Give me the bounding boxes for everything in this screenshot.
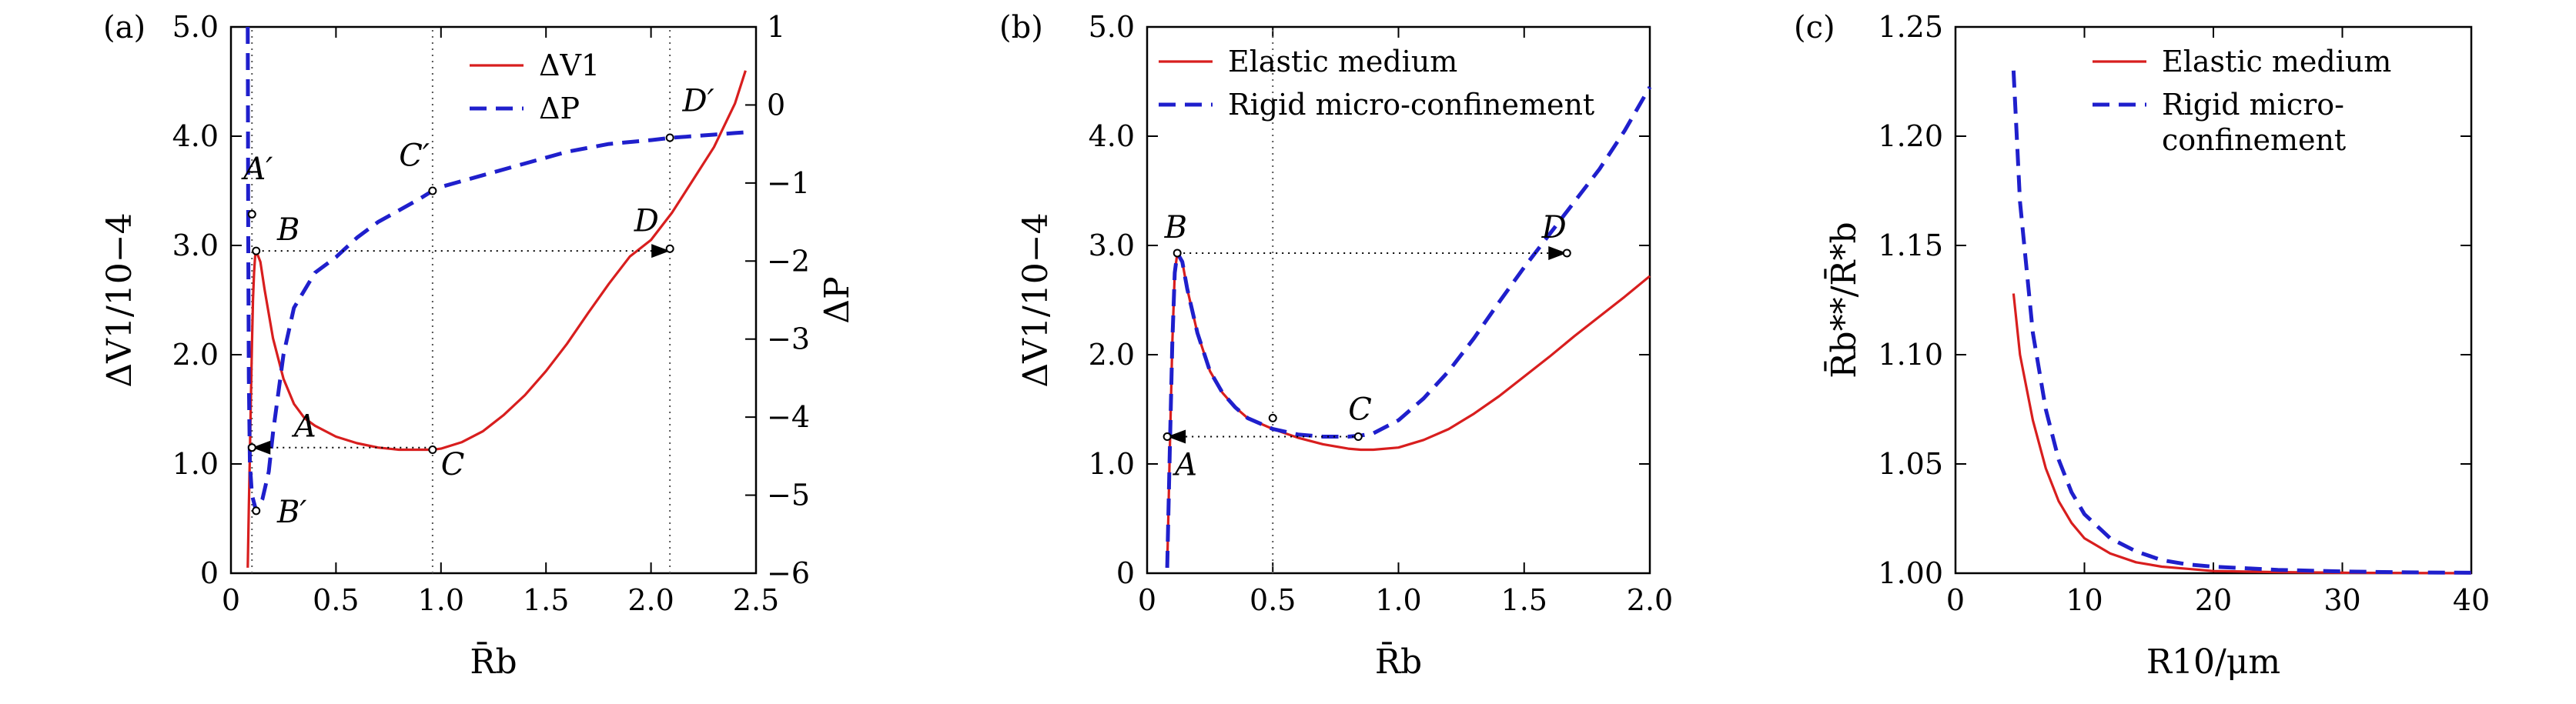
y-tick-label: 2.0 [172, 338, 219, 372]
legend-label: Rigid micro-confinement [1228, 88, 1594, 122]
point-label: B [276, 212, 299, 248]
x-tick-label: 0.5 [1250, 583, 1296, 617]
x-tick-label: 20 [2195, 583, 2232, 617]
arrowhead [1167, 429, 1186, 444]
x-tick-label: 0 [222, 583, 240, 617]
x-axis-label: R̄b [1375, 641, 1422, 682]
legend-label: confinement [2162, 123, 2346, 157]
marker-point [252, 246, 261, 255]
y2-tick-label: −3 [767, 322, 810, 356]
legend-label: Elastic medium [2162, 45, 2391, 78]
y-axis-label: ΔV1/10−4 [1016, 212, 1055, 387]
x-axis-label: R10/μm [2146, 642, 2280, 682]
arrowhead [651, 244, 671, 259]
x-tick-label: 30 [2323, 583, 2360, 617]
x-tick-label: 2.0 [627, 583, 674, 617]
point-label: A [291, 409, 316, 445]
legend-label: ΔV1 [539, 48, 600, 82]
plot-frame [229, 25, 758, 575]
y2-tick-label: 1 [767, 10, 785, 44]
x-tick-label: 1.5 [523, 583, 569, 617]
point-label: D′ [682, 84, 714, 119]
point-label: B′ [276, 495, 306, 530]
marker-point [665, 133, 674, 142]
point-label: C [441, 447, 465, 482]
x-tick-label: 2.5 [733, 583, 779, 617]
legend-label: Rigid micro- [2162, 88, 2344, 122]
series-line--v1 [246, 70, 747, 568]
y-tick-label: 4.0 [1089, 119, 1135, 153]
y-tick-label: 1.15 [1878, 229, 1943, 262]
y-tick-label: 3.0 [1089, 229, 1135, 262]
series-line-rigid-micro-confinement [2011, 70, 2472, 575]
y2-tick-label: −6 [767, 556, 810, 590]
y-tick-label: 1.10 [1878, 338, 1943, 372]
panel-b: (b) 0 0.5 1.0 1.5 2.0 0 1.0 2.0 3.0 4.0 5.0 R̄b ΔV1/1… [999, 10, 1673, 682]
y-tick-label: 0 [200, 556, 219, 590]
y-tick-label: 1.0 [172, 447, 219, 481]
legend-label: Elastic medium [1228, 45, 1457, 78]
y-tick-label: 0 [1116, 556, 1135, 590]
x-tick-label: 2.0 [1627, 583, 1673, 617]
y2-tick-label: −5 [767, 479, 810, 512]
y-tick-label: 1.05 [1878, 447, 1943, 481]
x-tick-label: 1.0 [418, 583, 464, 617]
marker-point [1163, 432, 1172, 441]
marker-point [428, 445, 437, 455]
point-label: D [634, 204, 659, 239]
panel-label: (b) [999, 10, 1043, 45]
y2-axis-label: ΔP [818, 276, 857, 323]
y-tick-label: 4.0 [172, 119, 219, 153]
marker-point [428, 186, 437, 195]
marker-point [1562, 249, 1571, 258]
series-line-rigid-micro-confinement [1165, 85, 1652, 568]
y2-tick-label: −4 [767, 400, 810, 434]
y2-tick-label: −2 [767, 244, 810, 278]
point-label: A [1172, 448, 1197, 483]
x-tick-label: 40 [2453, 583, 2490, 617]
x-tick-label: 0.5 [313, 583, 359, 617]
panel-label: (c) [1794, 10, 1835, 45]
panel-a: (a) 0 0.5 1.0 1.5 2.0 2.5 0 1.0 2.0 3.0 4.0 5.0 1 0 −1 −… [100, 10, 857, 682]
legend-label: ΔP [539, 92, 580, 125]
x-tick-label: 10 [2066, 583, 2103, 617]
point-label: C [1348, 392, 1372, 428]
y2-tick-label: −1 [767, 166, 810, 200]
series-line--p [246, 26, 746, 513]
y-axis-label: R̄b**/R̄*b [1823, 222, 1864, 378]
arrowhead [252, 440, 271, 455]
y-tick-label: 1.0 [1089, 447, 1135, 481]
marker-point [252, 506, 261, 515]
point-label: C′ [399, 138, 430, 174]
panel-label: (a) [103, 10, 146, 45]
marker-point [247, 209, 256, 219]
arrowhead [1548, 245, 1567, 260]
y-tick-label: 5.0 [172, 10, 219, 44]
marker-point [665, 244, 674, 253]
point-label: D [1541, 210, 1567, 245]
y-tick-label: 2.0 [1089, 338, 1135, 372]
x-tick-label: 0 [1138, 583, 1156, 617]
marker-point [1173, 249, 1182, 258]
y-axis-label: ΔV1/10−4 [100, 212, 139, 387]
marker-point [1353, 432, 1363, 441]
panel-c: (c) 0 10 20 30 40 1.00 1.05 1.10 1.15 1.20 1.25 R10/… [1794, 10, 2490, 682]
series-line-elastic-medium [2012, 293, 2472, 575]
y-tick-label: 1.20 [1878, 119, 1943, 153]
x-tick-label: 1.0 [1375, 583, 1421, 617]
point-label: B [1164, 210, 1187, 245]
x-tick-label: 0 [1946, 583, 1965, 617]
y-tick-label: 1.25 [1878, 10, 1943, 44]
point-label: A′ [240, 152, 273, 187]
marker-point [1268, 413, 1277, 422]
marker-point [247, 443, 256, 452]
y-tick-label: 3.0 [172, 229, 219, 262]
y-tick-label: 5.0 [1089, 10, 1135, 44]
y2-tick-label: 0 [767, 88, 785, 122]
y-tick-label: 1.00 [1878, 556, 1943, 590]
x-tick-label: 1.5 [1501, 583, 1547, 617]
x-axis-label: R̄b [470, 641, 517, 682]
